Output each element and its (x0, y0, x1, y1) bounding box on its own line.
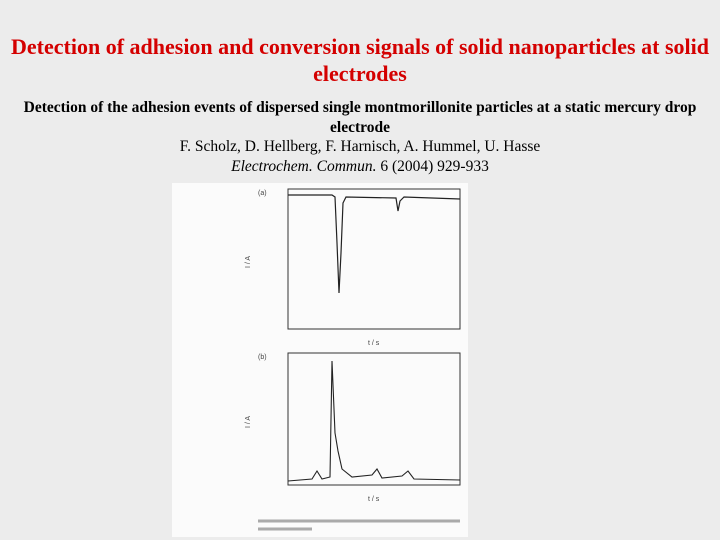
axis-label: t / s (368, 340, 380, 347)
axis-label: I / A (245, 416, 252, 428)
trace (287, 360, 461, 482)
axis-label: t / s (368, 496, 380, 503)
axis-label: I / A (245, 256, 252, 268)
figure-image: (a) I / A t / s (b) I / A t / s (172, 183, 468, 537)
panel-label: (a) (258, 190, 267, 197)
slide-title: Detection of adhesion and conversion sig… (11, 34, 709, 86)
figure-background (172, 183, 468, 537)
paper-title: Detection of the adhesion events of disp… (23, 99, 697, 136)
citation: Electrochem. Commun. 6 (2004) 929-933 (0, 157, 720, 177)
reference-block: Detection of the adhesion events of disp… (0, 98, 720, 176)
authors: F. Scholz, D. Hellberg, F. Harnisch, A. … (179, 138, 541, 155)
reference: 6 (2004) 929-933 (380, 157, 489, 175)
trace (288, 194, 461, 294)
panel-label: (b) (258, 354, 267, 361)
panel-frame (287, 352, 461, 486)
panel-frame (287, 188, 461, 330)
journal: Electrochem. Commun. (231, 157, 377, 175)
